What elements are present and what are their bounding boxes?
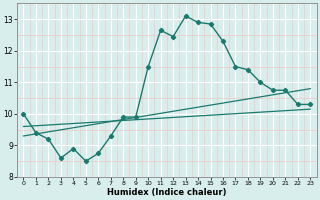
X-axis label: Humidex (Indice chaleur): Humidex (Indice chaleur): [107, 188, 227, 197]
